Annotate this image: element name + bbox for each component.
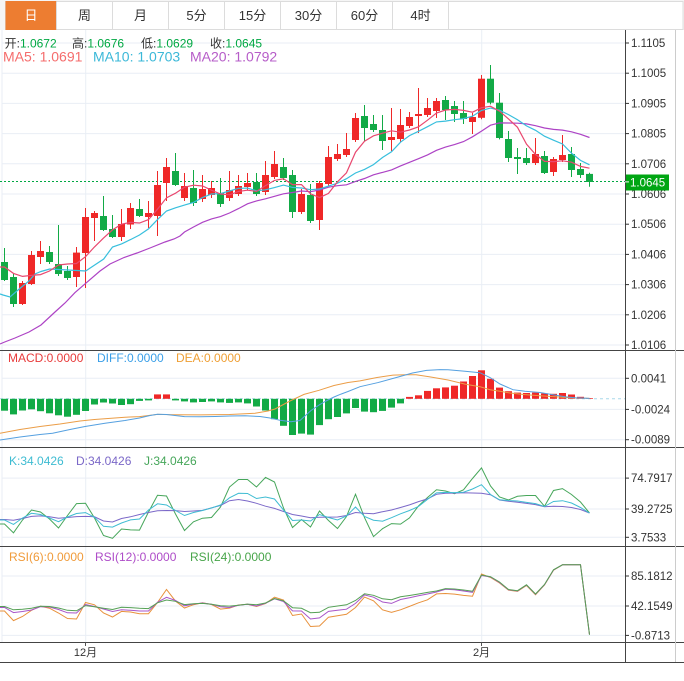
svg-text:1.0805: 1.0805 [631,129,666,141]
svg-text:30分: 30分 [295,8,322,23]
svg-text:39.2725: 39.2725 [631,504,673,516]
svg-text:1.0506: 1.0506 [631,219,666,231]
svg-text:1.1105: 1.1105 [631,38,665,50]
svg-text:2月: 2月 [473,647,490,659]
svg-text:-0.0089: -0.0089 [631,435,670,447]
svg-text:1.0905: 1.0905 [631,98,666,110]
svg-text:日: 日 [24,8,37,23]
svg-text:1.0606: 1.0606 [631,189,666,201]
svg-text:1.0645: 1.0645 [630,178,665,190]
svg-text:15分: 15分 [239,8,266,23]
svg-text:85.1812: 85.1812 [631,571,673,583]
svg-text:5分: 5分 [186,8,206,23]
svg-text:42.1549: 42.1549 [631,601,673,613]
svg-text:周: 周 [78,8,91,23]
svg-text:12月: 12月 [74,647,97,659]
svg-text:3.7533: 3.7533 [631,532,666,544]
svg-text:1.1005: 1.1005 [631,68,666,80]
svg-text:-0.0024: -0.0024 [631,404,671,416]
svg-text:74.7917: 74.7917 [631,473,673,485]
svg-text:0.0041: 0.0041 [631,373,666,385]
svg-text:1.0206: 1.0206 [631,310,666,322]
svg-text:1.0706: 1.0706 [631,159,666,171]
svg-text:-0.8713: -0.8713 [631,630,670,642]
svg-text:1.0106: 1.0106 [631,340,666,352]
svg-text:4时: 4时 [410,8,430,23]
svg-text:月: 月 [134,8,147,23]
svg-text:1.0406: 1.0406 [631,249,666,261]
svg-text:1.0306: 1.0306 [631,280,666,292]
svg-text:60分: 60分 [351,8,378,23]
